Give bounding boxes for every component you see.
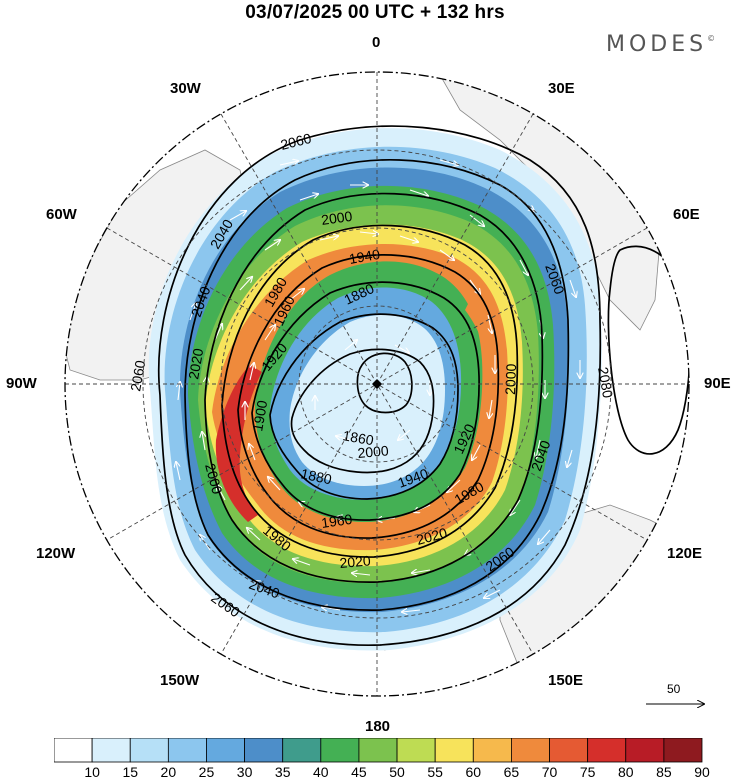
colorbar-tick-label: 30 [236, 764, 253, 780]
lon-label-30e: 30E [548, 80, 575, 97]
contour-label: 2000 [202, 462, 226, 496]
contour-label: 2000 [502, 363, 519, 395]
colorbar-swatch [54, 738, 93, 763]
contour-label: 2000 [320, 208, 353, 228]
contour-label: 2020 [185, 347, 206, 381]
colorbar-swatch [625, 738, 665, 763]
core-orange-east [465, 300, 506, 478]
colorbar-swatch [396, 738, 436, 763]
pole-marker [372, 379, 382, 389]
colorbar-swatch [206, 738, 245, 763]
colorbar-tick-label: 20 [160, 764, 177, 780]
lon-label-150w: 150W [160, 672, 200, 689]
colorbar-tick-label: 55 [427, 764, 443, 780]
colorbar-tick-label: 50 [389, 764, 405, 780]
colorbar-swatch [129, 738, 169, 763]
contour-label: 1900 [249, 399, 270, 433]
colorbar-tick-label: 90 [694, 764, 710, 780]
map-title: 03/07/2025 00 UTC + 132 hrs [245, 2, 505, 23]
vector-scale-label: 50 [667, 682, 681, 696]
colorbar-tick-label: 65 [503, 764, 520, 780]
contour-label: 1880 [299, 465, 333, 487]
colorbar-swatch [244, 738, 284, 763]
contour-label: 2000 [357, 442, 390, 461]
colorbar-swatch [91, 738, 131, 763]
contour-label: 1960 [320, 511, 353, 531]
colorbar-tick-label: 85 [656, 764, 672, 780]
contour-label: 2020 [339, 552, 372, 571]
colorbar-swatch [167, 738, 207, 763]
brand-mark: © [707, 34, 716, 43]
colorbar [54, 738, 703, 763]
colorbar-tick-label: 75 [579, 764, 596, 780]
map-boundary [64, 71, 690, 697]
lon-label-60e: 60E [673, 206, 700, 223]
colorbar-swatch [511, 738, 550, 763]
colorbar-tick-label: 25 [198, 764, 215, 780]
height-contours [157, 125, 689, 646]
colorbar-tick-label: 10 [84, 764, 100, 780]
lon-label-0: 0 [372, 34, 381, 51]
colorbar-tick-label: 60 [465, 764, 482, 780]
colorbar-swatch [434, 738, 474, 763]
colorbar-tick-label: 45 [351, 764, 367, 780]
lon-label-90e: 90E [704, 375, 731, 392]
contour-label: 2020 [415, 524, 449, 548]
lon-label-60w: 60W [46, 206, 77, 223]
colorbar-tick-label: 35 [274, 764, 291, 780]
lon-label-150e: 150E [548, 672, 584, 689]
lon-label-120e: 120E [667, 545, 703, 562]
brand-logo: MODES© [606, 32, 715, 57]
colorbar-swatch [320, 738, 360, 763]
colorbar-swatch [472, 738, 512, 763]
colorbar-swatch [282, 738, 322, 763]
colorbar-swatch [549, 738, 589, 763]
core-red [215, 365, 262, 522]
brand-name: MODES [606, 32, 708, 57]
colorbar-swatch [587, 738, 627, 763]
colorbar-tick-label: 15 [122, 764, 139, 780]
lon-label-30w: 30W [170, 80, 201, 97]
contour-label: 1940 [348, 246, 382, 267]
colorbar-swatch [663, 738, 703, 763]
contour-label: 2060 [279, 130, 313, 153]
lon-label-180: 180 [365, 718, 391, 735]
contour-label: 1860 [341, 427, 375, 448]
wind-speed-shading [148, 128, 602, 651]
colorbar-tick-label: 70 [541, 764, 558, 780]
lon-label-120w: 120W [36, 545, 76, 562]
colorbar-tick-label: 80 [617, 764, 634, 780]
lon-label-90w: 90W [6, 375, 37, 392]
colorbar-swatch [358, 738, 398, 763]
colorbar-tick-label: 40 [313, 764, 329, 780]
